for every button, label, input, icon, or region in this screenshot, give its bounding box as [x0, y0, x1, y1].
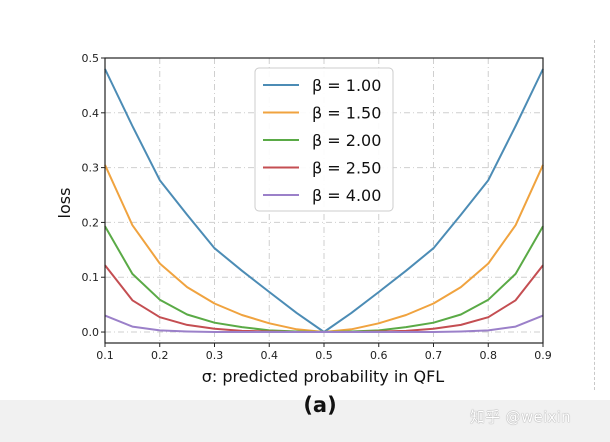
x-tick-label: 0.1	[96, 349, 114, 362]
x-tick-label: 0.3	[206, 349, 224, 362]
y-tick-label: 0.1	[82, 271, 100, 284]
legend-box	[254, 67, 394, 212]
legend-label: β = 2.50	[312, 159, 381, 178]
x-axis-ticks: 0.1 0.2 0.3 0.4 0.5 0.6 0.7 0.8 0.9	[96, 343, 552, 362]
y-tick-label: 0.4	[82, 107, 100, 120]
legend: β = 1.00 β = 1.50 β = 2.00 β = 2.50 β = 4.00	[254, 67, 394, 212]
series-line	[104, 314, 544, 333]
y-tick-label: 0.0	[82, 326, 100, 339]
loss-chart: 0.1 0.2 0.3 0.4 0.5 0.6 0.7 0.8 0.9 0.0 0.1 0.2 0.3…	[55, 52, 552, 386]
figure-caption: (a)	[303, 393, 337, 417]
right-divider	[594, 40, 595, 390]
bottom-band	[0, 400, 610, 442]
x-axis-label: σ: predicted probability in QFL	[202, 367, 445, 386]
legend-label: β = 2.00	[312, 131, 381, 150]
x-tick-label: 0.9	[534, 349, 552, 362]
x-tick-label: 0.7	[425, 349, 443, 362]
x-tick-label: 0.6	[370, 349, 388, 362]
x-tick-label: 0.2	[151, 349, 169, 362]
legend-label: β = 1.50	[312, 104, 381, 123]
legend-label: β = 1.00	[312, 76, 381, 95]
series-lines	[104, 68, 544, 333]
watermark: 知乎 @weixin	[470, 408, 571, 426]
x-tick-label: 0.5	[315, 349, 333, 362]
y-axis-ticks: 0.0 0.1 0.2 0.3 0.4 0.5	[82, 52, 105, 339]
y-axis-label: loss	[55, 188, 74, 219]
x-tick-label: 0.4	[261, 349, 279, 362]
x-tick-label: 0.8	[480, 349, 498, 362]
y-tick-label: 0.2	[82, 216, 100, 229]
y-tick-label: 0.3	[82, 162, 100, 175]
legend-label: β = 4.00	[312, 186, 381, 205]
y-tick-label: 0.5	[82, 52, 100, 65]
